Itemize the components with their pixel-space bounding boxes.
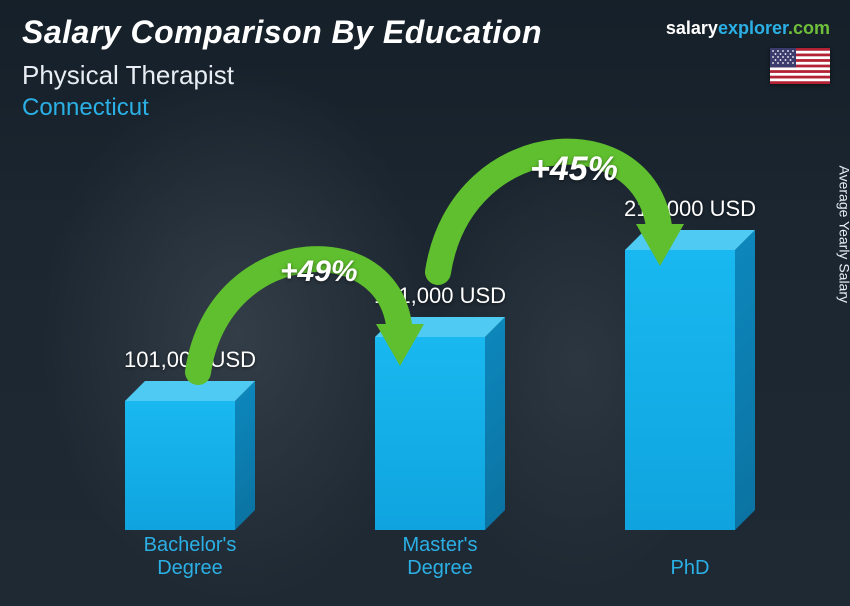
- bar-chart: 101,000 USDBachelor's Degree151,000 USDM…: [60, 150, 790, 586]
- bar: [125, 401, 255, 530]
- chart-region: Connecticut: [22, 94, 149, 122]
- bar-category-label: Bachelor's Degree: [144, 534, 237, 580]
- bar-front: [625, 250, 735, 530]
- bar-front: [125, 401, 235, 530]
- bar: [625, 250, 755, 530]
- increase-arrow: +49%: [180, 220, 440, 390]
- chart-subtitle: Physical Therapist: [22, 60, 234, 91]
- bar-side: [235, 381, 255, 530]
- content-layer: Salary Comparison By Education Physical …: [0, 0, 850, 606]
- us-flag-icon: [770, 48, 830, 84]
- increase-percent-label: +45%: [530, 150, 618, 189]
- bar-side: [735, 230, 755, 530]
- bar-category-label: Master's Degree: [403, 534, 478, 580]
- increase-percent-label: +49%: [280, 255, 358, 289]
- brand-logo-text: salaryexplorer.com: [666, 18, 830, 39]
- chart-title: Salary Comparison By Education: [22, 14, 542, 51]
- brand-part3: .com: [788, 18, 830, 38]
- increase-arrow: +45%: [420, 110, 700, 290]
- brand-part2: explorer: [718, 18, 788, 38]
- bar-category-label: PhD: [671, 557, 710, 580]
- y-axis-label: Average Yearly Salary: [836, 166, 850, 304]
- brand-part1: salary: [666, 18, 718, 38]
- bar-side: [485, 317, 505, 530]
